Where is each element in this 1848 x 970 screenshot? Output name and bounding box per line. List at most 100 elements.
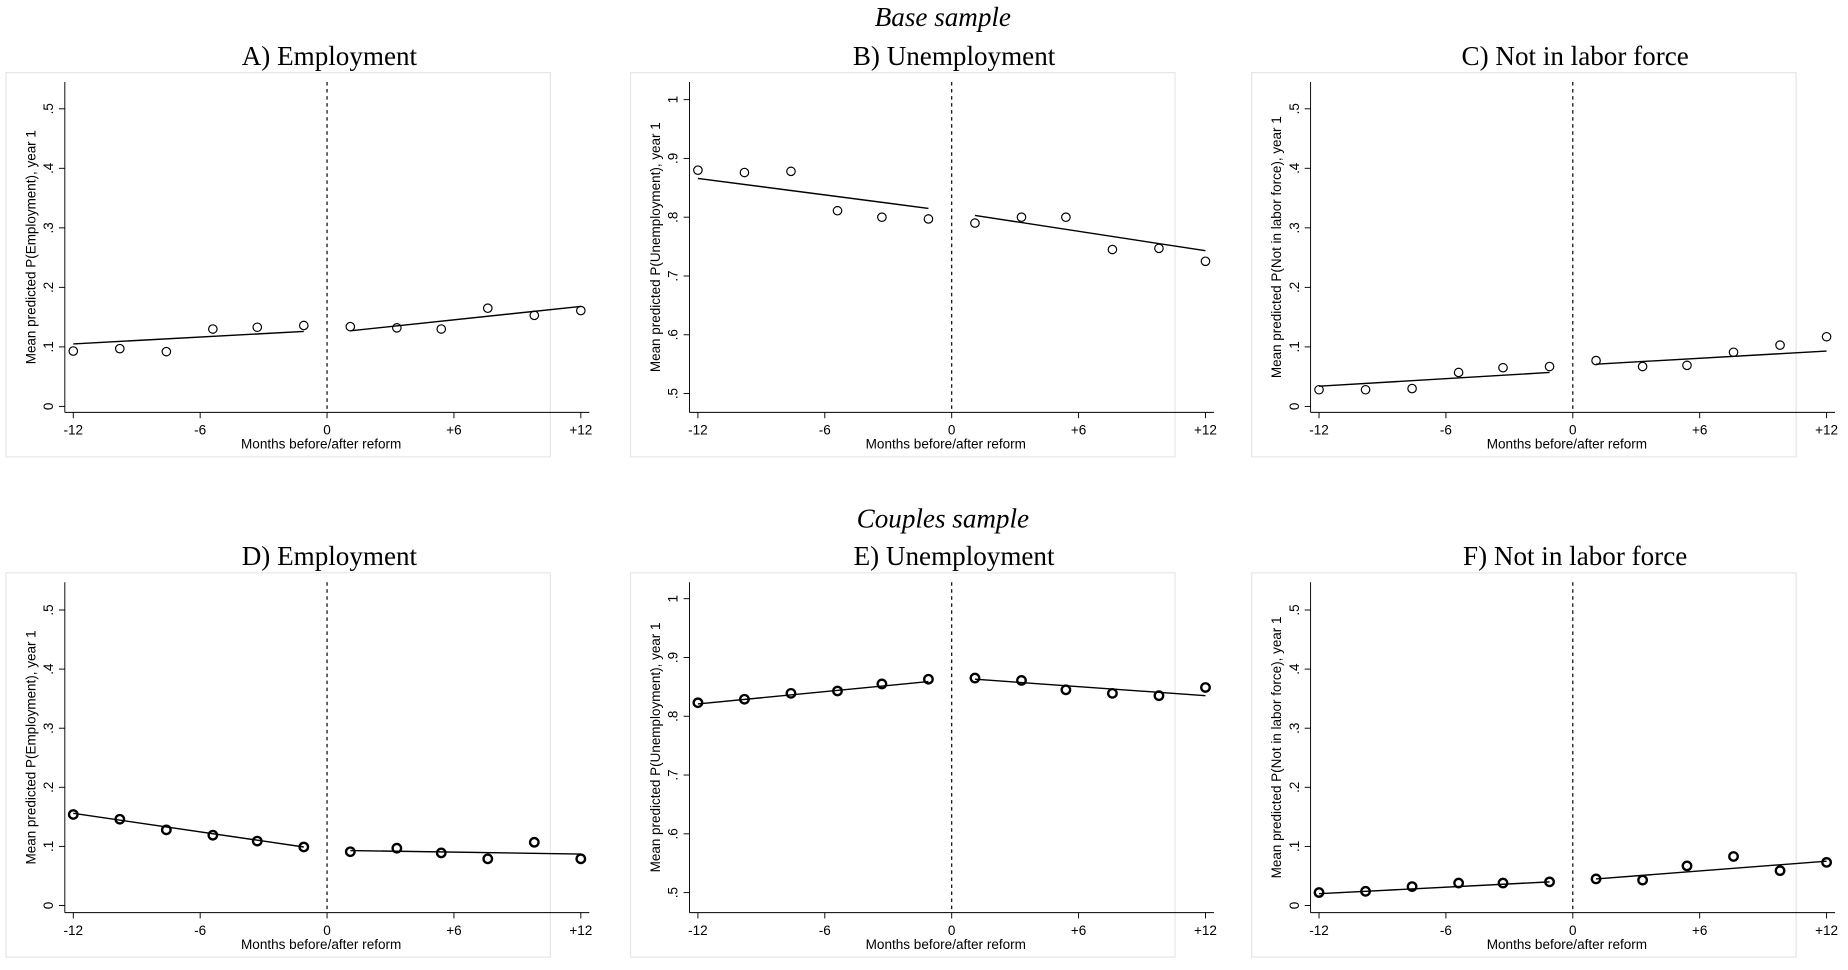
y-tick-label: .2: [1287, 282, 1302, 293]
data-point: [1637, 874, 1649, 886]
x-tick-label: +6: [446, 423, 461, 438]
y-tick-label: .1: [41, 841, 56, 852]
x-tick-label: +12: [569, 923, 592, 938]
data-point: [252, 322, 263, 333]
data-point: [298, 320, 309, 331]
data-point: [1774, 865, 1786, 877]
x-tick-label: +12: [1815, 923, 1838, 938]
fit-line: [73, 812, 581, 855]
data-point: [786, 166, 796, 177]
y-tick-label: .8: [666, 711, 681, 722]
fit-line: [697, 177, 1206, 252]
y-tick-label: .5: [1287, 103, 1302, 114]
section-title: Couples sample: [857, 504, 1029, 534]
x-tick-label: +6: [446, 923, 461, 938]
x-axis-label: Months before/after reform: [1487, 437, 1647, 452]
x-axis-label: Months before/after reform: [866, 437, 1026, 452]
data-point: [1453, 367, 1464, 378]
data-point: [1498, 362, 1508, 373]
data-point: [482, 303, 493, 314]
data-point: [1360, 384, 1371, 395]
data-point: [785, 687, 797, 699]
y-tick-label: .6: [666, 828, 681, 839]
panel-title: C) Not in labor force: [1462, 41, 1689, 71]
y-tick-label: 0: [1287, 902, 1302, 909]
data-point: [877, 212, 887, 223]
data-point: [482, 853, 494, 865]
y-tick-label: .5: [41, 604, 56, 615]
x-axis-label: Months before/after reform: [241, 937, 401, 952]
data-point: [832, 205, 843, 216]
panel-title: A) Employment: [242, 41, 418, 71]
y-tick-label: .5: [41, 103, 56, 114]
y-tick-label: .6: [666, 329, 681, 340]
x-tick-label: -12: [688, 423, 708, 438]
y-tick-label: .3: [41, 723, 56, 734]
data-point: [1061, 212, 1071, 223]
data-point: [391, 842, 403, 854]
y-tick-label: 0: [1287, 403, 1302, 410]
data-point: [207, 829, 219, 841]
x-tick-label: +12: [1194, 923, 1217, 938]
data-point: [435, 847, 447, 859]
x-tick-label: -6: [194, 423, 206, 438]
y-tick-label: .5: [1287, 604, 1302, 615]
data-point: [575, 305, 586, 316]
data-point: [529, 310, 540, 321]
x-tick-label: +6: [1071, 923, 1086, 938]
data-point: [970, 218, 980, 228]
panel-title: B) Unemployment: [853, 41, 1056, 71]
x-tick-label: 0: [1569, 423, 1577, 438]
x-tick-label: -12: [688, 923, 708, 938]
data-point: [1637, 361, 1648, 372]
x-tick-label: 0: [1569, 923, 1577, 938]
panel-title: E) Unemployment: [854, 541, 1055, 571]
data-point: [1682, 360, 1692, 371]
data-point: [1728, 347, 1739, 358]
data-point: [1453, 877, 1465, 889]
y-tick-label: .7: [666, 769, 681, 780]
x-axis-label: Months before/after reform: [866, 937, 1026, 952]
x-axis-label: Months before/after reform: [241, 437, 401, 452]
data-point: [208, 324, 218, 334]
panel-frame: [5, 572, 551, 958]
x-tick-label: -6: [819, 423, 831, 438]
data-point: [1154, 243, 1164, 254]
data-point: [1407, 383, 1417, 394]
y-axis-label: Mean predicted P(Unemployment), year 1: [648, 122, 663, 372]
x-tick-label: 0: [323, 923, 331, 938]
x-tick-label: -12: [1309, 923, 1329, 938]
panel-frame: [1251, 72, 1797, 458]
data-point: [1107, 244, 1118, 255]
y-tick-label: 0: [41, 403, 56, 410]
y-tick-label: .9: [666, 652, 681, 663]
y-tick-label: .4: [41, 663, 56, 675]
y-axis-label: Mean predicted P(Employment), year 1: [23, 630, 38, 864]
x-tick-label: +12: [569, 423, 592, 438]
y-tick-label: .4: [41, 162, 56, 174]
data-point: [693, 165, 703, 175]
x-tick-label: 0: [948, 423, 956, 438]
x-tick-label: -12: [63, 923, 83, 938]
x-tick-label: +6: [1071, 423, 1086, 438]
x-axis-label: Months before/after reform: [1487, 937, 1647, 952]
y-tick-label: .4: [1287, 663, 1302, 675]
data-point: [1016, 212, 1027, 223]
y-axis-label: Mean predicted P(Employment), year 1: [23, 130, 38, 364]
data-point: [1313, 887, 1325, 898]
x-tick-label: -12: [1309, 423, 1329, 438]
panel-title: D) Employment: [242, 541, 418, 571]
data-point: [436, 324, 447, 334]
y-tick-label: .8: [666, 212, 681, 223]
y-tick-label: .7: [666, 270, 681, 281]
y-tick-label: .2: [41, 282, 56, 293]
panel-title: F) Not in labor force: [1463, 541, 1687, 571]
x-tick-label: 0: [948, 923, 956, 938]
y-axis-label: Mean predicted P(Unemployment), year 1: [648, 622, 663, 872]
data-point: [67, 809, 79, 820]
section-title: Base sample: [875, 2, 1011, 32]
x-tick-label: -6: [1440, 423, 1452, 438]
data-point: [528, 836, 540, 848]
x-tick-label: -12: [63, 423, 83, 438]
